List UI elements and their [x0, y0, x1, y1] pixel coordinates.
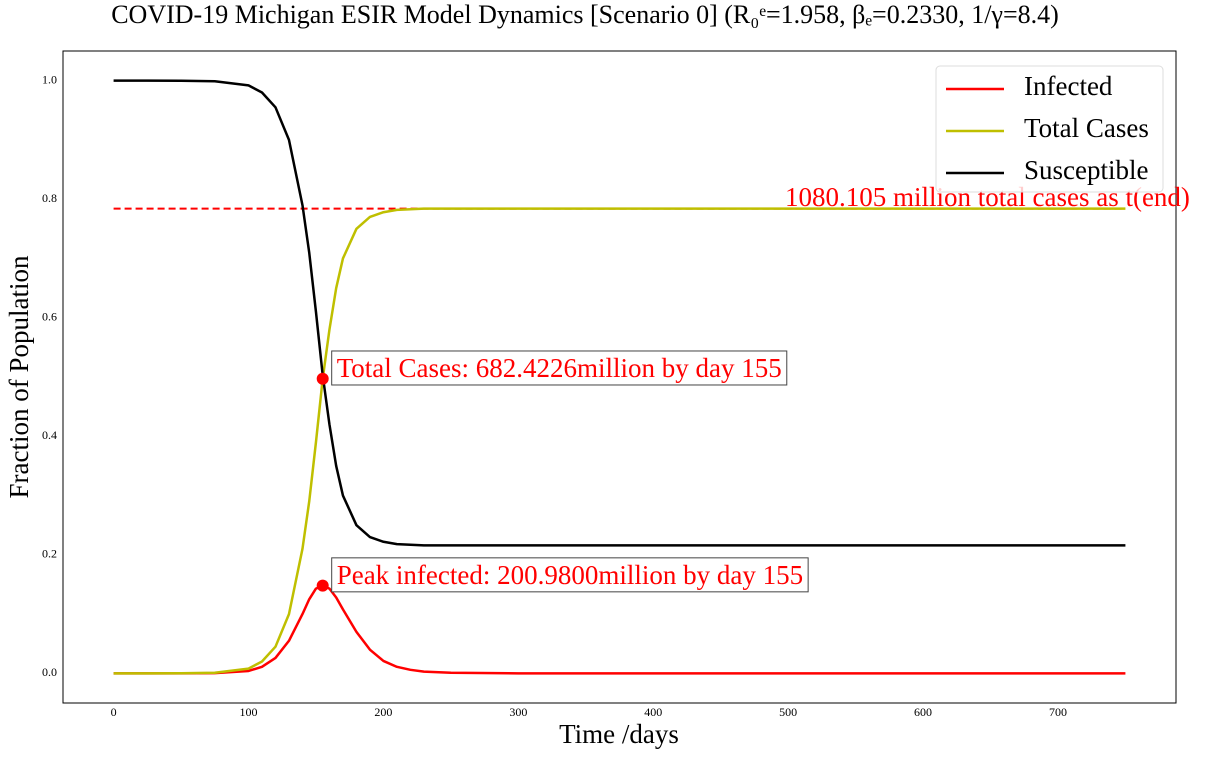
legend-label: Infected: [1024, 71, 1113, 101]
x-tick-label: 200: [374, 705, 392, 719]
annotation-text: Peak infected: 200.9800million by day 15…: [337, 560, 803, 590]
annotation-point: [316, 372, 329, 385]
x-axis-label: Time /days: [559, 719, 679, 749]
series-line: [113, 207, 1126, 675]
x-tick-label: 700: [1049, 705, 1067, 719]
plot-frame: [62, 50, 1177, 704]
annotation-point: [316, 579, 329, 592]
series-line: [113, 79, 1126, 547]
y-tick-label: 1.0: [42, 72, 57, 86]
x-tick-label: 300: [509, 705, 527, 719]
y-tick-label: 0.2: [42, 547, 57, 561]
legend-box: [935, 65, 1164, 193]
x-tick-label: 600: [914, 705, 932, 719]
y-tick-label: 0.0: [42, 665, 57, 679]
annotation-box: [331, 557, 809, 593]
y-tick-label: 0.4: [42, 428, 57, 442]
x-tick-label: 400: [644, 705, 662, 719]
annotation-text: Total Cases: 682.4226million by day 155: [337, 353, 782, 383]
x-tick-label: 0: [111, 705, 117, 719]
x-tick-label: 500: [779, 705, 797, 719]
x-tick-label: 100: [240, 705, 258, 719]
series-line: [113, 584, 1126, 675]
annotation-box: [331, 350, 788, 386]
y-tick-label: 0.6: [42, 309, 57, 323]
legend-label: Susceptible: [1024, 155, 1148, 185]
y-axis-label: Fraction of Population: [4, 255, 34, 498]
chart-title: COVID-19 Michigan ESIR Model Dynamics [S…: [111, 0, 1059, 29]
legend-label: Total Cases: [1024, 113, 1149, 143]
y-tick-label: 0.8: [42, 191, 57, 205]
